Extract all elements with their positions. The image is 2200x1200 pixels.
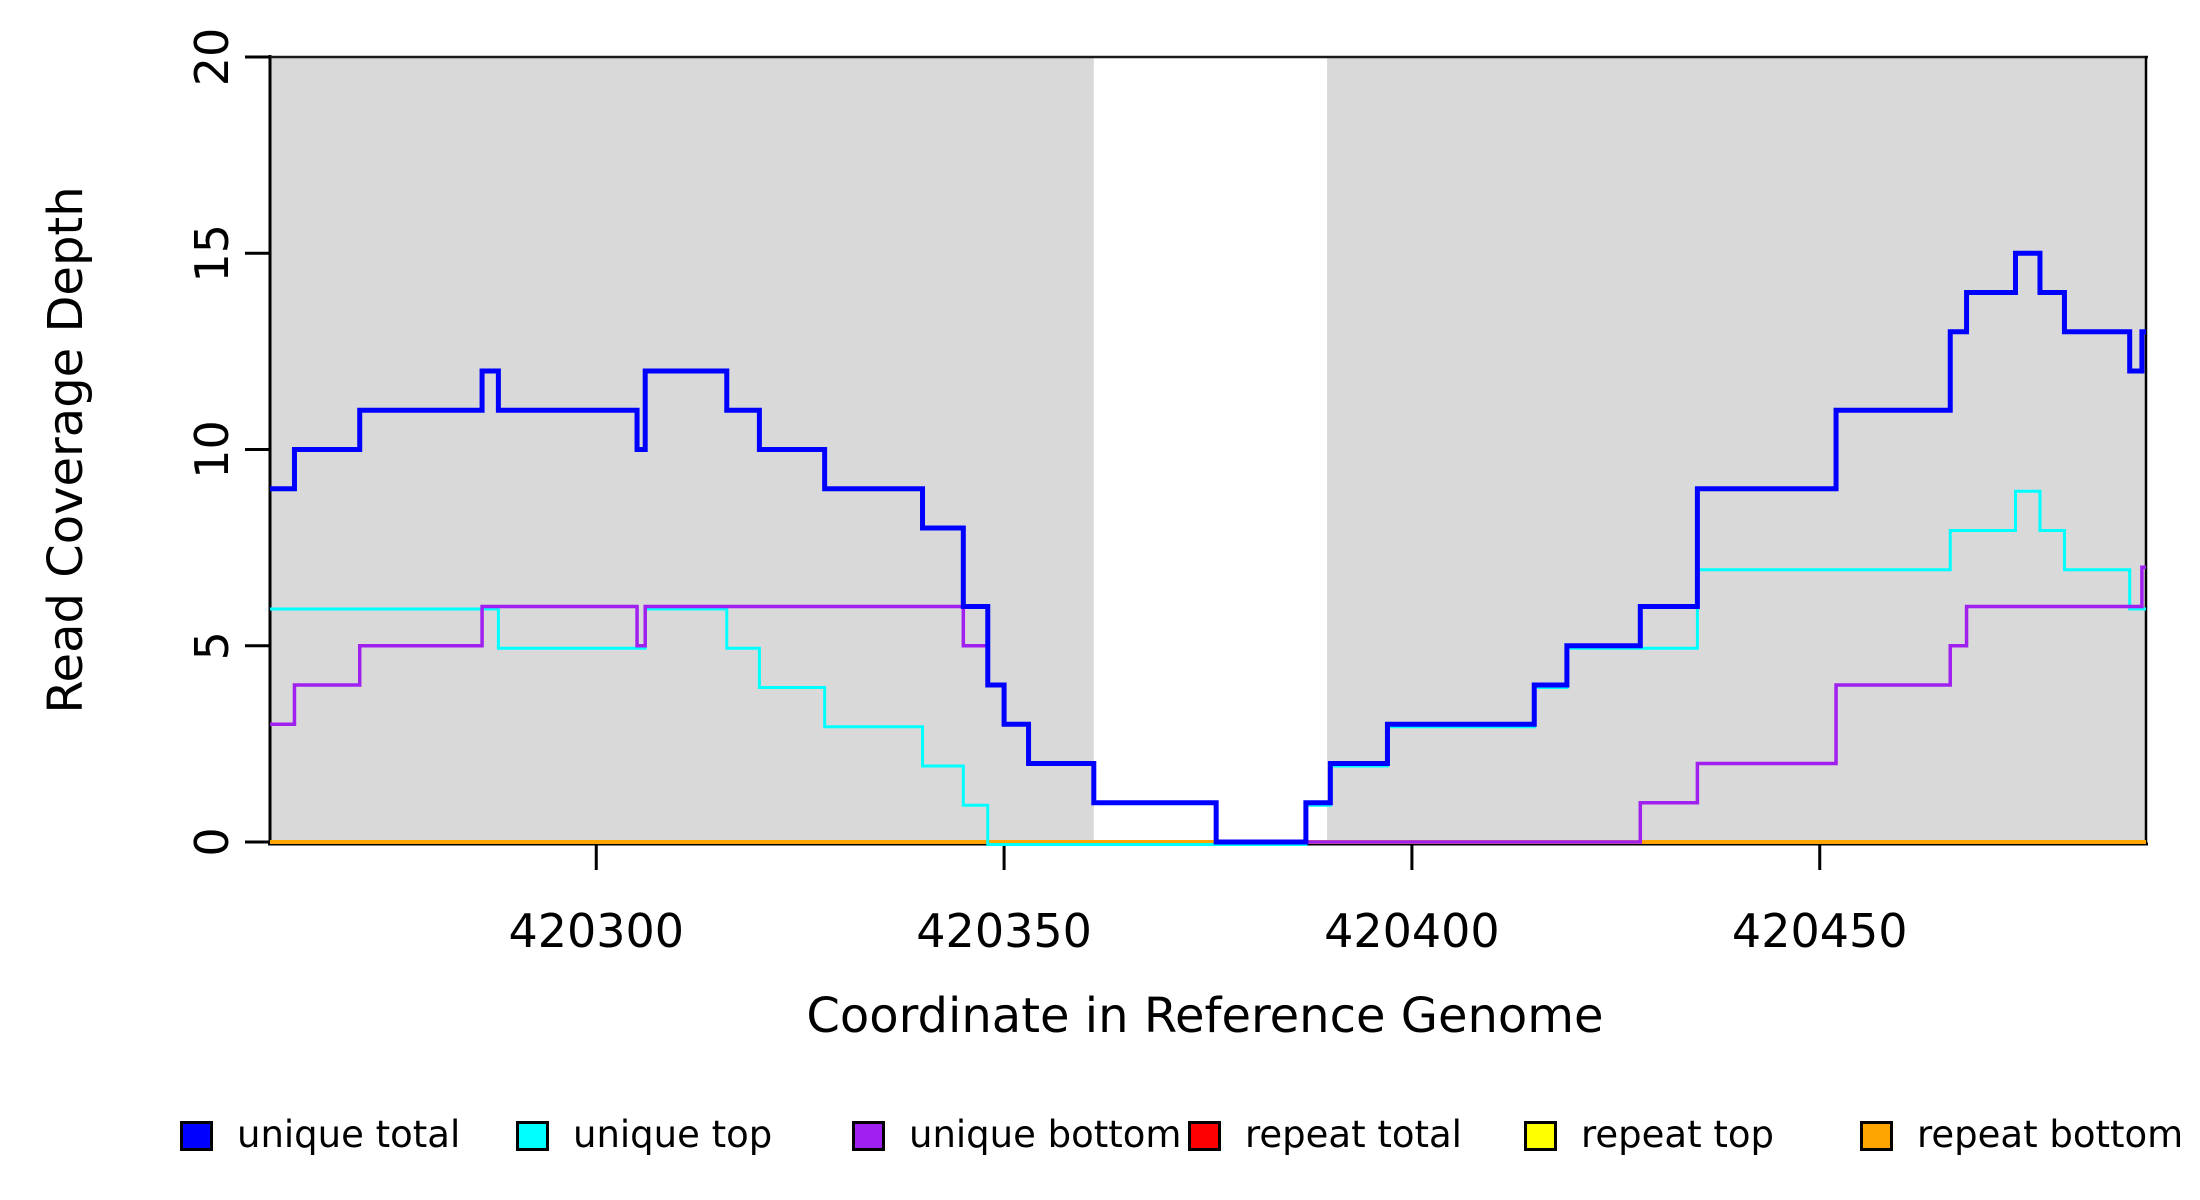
y-tick-label: 20: [185, 28, 239, 87]
axis-ticks: [245, 55, 1822, 870]
legend-label-repeat-bottom: repeat bottom: [1917, 1113, 2184, 1156]
x-tick-label: 420300: [508, 904, 684, 958]
shaded-regions: [270, 58, 2146, 845]
legend-label-unique-bottom: unique bottom: [909, 1113, 1182, 1156]
x-tick-label: 420350: [916, 904, 1092, 958]
shaded-region: [1327, 58, 2146, 845]
x-tick-label: 420400: [1324, 904, 1500, 958]
series-unique-total: [270, 250, 2146, 845]
x-tick-label: 420450: [1732, 904, 1908, 958]
legend-label-repeat-top: repeat top: [1581, 1113, 1774, 1156]
legend-swatch-unique-bottom: [852, 1121, 885, 1151]
legend-swatch-repeat-total: [1188, 1121, 1221, 1151]
legend-swatch-unique-total: [180, 1121, 213, 1151]
shaded-region: [270, 58, 1094, 845]
y-tick-label: 15: [185, 224, 239, 283]
legend-swatch-unique-top: [516, 1121, 549, 1151]
tick-labels: 420300 420350 420400 420450 0 5 10 15 20: [185, 28, 1908, 958]
y-tick-label: 10: [185, 420, 239, 479]
legend-swatch-repeat-top: [1524, 1121, 1557, 1151]
y-tick-label: 0: [185, 827, 239, 856]
legend-label-unique-top: unique top: [573, 1113, 773, 1156]
coverage-series: [270, 250, 2146, 846]
y-tick-label: 5: [185, 631, 239, 660]
legend-label-repeat-total: repeat total: [1245, 1113, 1462, 1156]
legend-swatch-repeat-bottom: [1860, 1121, 1893, 1151]
y-axis-title: Read Coverage Depth: [38, 186, 94, 713]
legend-label-unique-total: unique total: [237, 1113, 461, 1156]
x-axis-title: Coordinate in Reference Genome: [806, 988, 1603, 1044]
